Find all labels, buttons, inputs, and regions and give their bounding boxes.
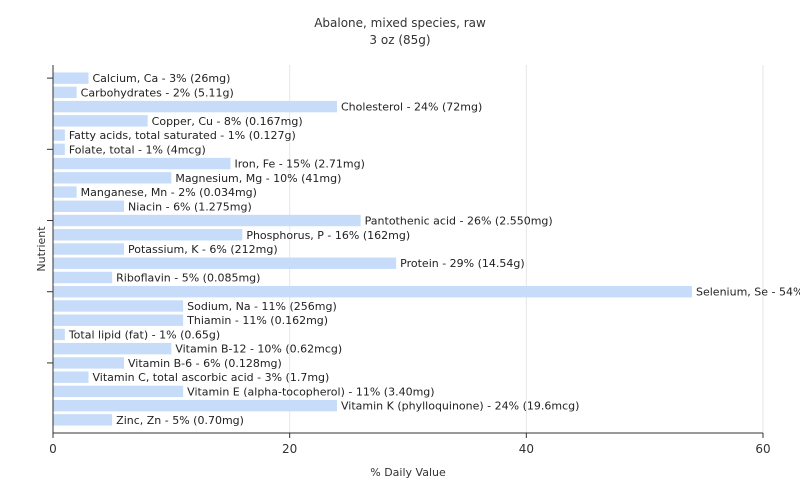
bar (53, 399, 337, 412)
bar (53, 357, 124, 369)
bar (53, 229, 243, 241)
bar-label: Iron, Fe - 15% (2.71mg) (235, 158, 365, 171)
bar (53, 143, 65, 156)
bar (53, 328, 65, 341)
bar-label: Potassium, K - 6% (212mg) (128, 243, 278, 256)
bar (53, 243, 124, 255)
bar-label: Sodium, Na - 11% (256mg) (187, 300, 337, 313)
bar (53, 129, 65, 141)
bar (53, 100, 337, 113)
x-ticks: 0 20 40 60 (49, 433, 771, 456)
bar (53, 72, 89, 84)
bars: Calcium, Ca - 3% (26mg)Carbohydrates - 2… (53, 72, 800, 427)
bar-label: Folate, total - 1% (4mcg) (69, 143, 206, 156)
x-tick-label: 20 (282, 442, 297, 456)
axes (52, 65, 763, 434)
bar-label: Riboflavin - 5% (0.085mg) (116, 271, 260, 284)
bar-label: Manganese, Mn - 2% (0.034mg) (81, 186, 257, 199)
bar-label: Vitamin B-12 - 10% (0.62mcg) (175, 343, 342, 356)
bar (53, 157, 231, 170)
x-axis-label: % Daily Value (370, 466, 446, 479)
bar-label: Carbohydrates - 2% (5.11g) (81, 86, 234, 99)
bar (53, 371, 89, 383)
chart-title: Abalone, mixed species, raw (314, 16, 486, 30)
gridlines (289, 65, 764, 433)
bar-label: Magnesium, Mg - 10% (41mg) (175, 172, 341, 185)
bar-label: Copper, Cu - 8% (0.167mg) (152, 115, 303, 128)
y-ticks (47, 77, 53, 364)
bar-label: Phosphorus, P - 16% (162mg) (246, 229, 410, 242)
bar-label: Calcium, Ca - 3% (26mg) (93, 72, 231, 85)
bar-label: Total lipid (fat) - 1% (0.65g) (68, 328, 220, 341)
bar (53, 271, 113, 284)
bar-label: Vitamin B-6 - 6% (0.128mg) (128, 357, 282, 370)
bar (53, 86, 77, 99)
bar (53, 257, 397, 269)
bar (53, 300, 184, 312)
bar (53, 342, 172, 355)
bar-label: Selenium, Se - 54% (38.1mcg) (696, 286, 800, 299)
bar (53, 414, 113, 426)
bar (53, 214, 361, 227)
x-tick-label: 40 (519, 442, 534, 456)
chart-subtitle: 3 oz (85g) (369, 33, 430, 47)
bar (53, 385, 184, 398)
bar-label: Vitamin K (phylloquinone) - 24% (19.6mcg… (341, 400, 579, 413)
bar-label: Zinc, Zn - 5% (0.70mg) (116, 414, 244, 427)
bar (53, 186, 77, 198)
x-tick-label: 60 (755, 442, 770, 456)
bar-label: Fatty acids, total saturated - 1% (0.127… (69, 129, 296, 142)
bar-label: Cholesterol - 24% (72mg) (341, 101, 482, 114)
bar-label: Vitamin C, total ascorbic acid - 3% (1.7… (93, 371, 330, 384)
bar-label: Pantothenic acid - 26% (2.550mg) (365, 215, 553, 228)
bar-label: Protein - 29% (14.54g) (400, 257, 525, 270)
bar-label: Vitamin E (alpha-tocopherol) - 11% (3.40… (187, 385, 434, 398)
bar (53, 115, 148, 127)
bar (53, 200, 124, 212)
bar (53, 314, 184, 326)
bar (53, 286, 692, 298)
bar-label: Niacin - 6% (1.275mg) (128, 200, 252, 213)
x-tick-label: 0 (49, 442, 57, 456)
bar-label: Thiamin - 11% (0.162mg) (186, 314, 328, 327)
bar (53, 172, 172, 184)
y-axis-label: Nutrient (35, 226, 48, 272)
